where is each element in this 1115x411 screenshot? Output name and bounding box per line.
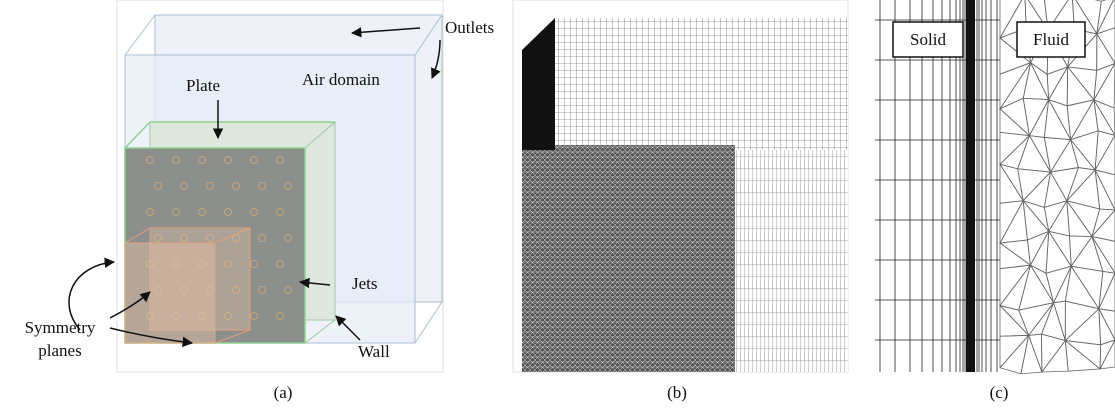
- mesh-top: [555, 18, 848, 158]
- panel-a: Outlets Air domain Plate Jets Wall Symme…: [25, 0, 495, 402]
- label-outlets: Outlets: [445, 18, 494, 37]
- mesh-side: [522, 50, 555, 150]
- panel-c: Solid Fluid (c): [875, 0, 1115, 402]
- label-solid: Solid: [910, 30, 946, 49]
- page: Outlets Air domain Plate Jets Wall Symme…: [0, 0, 1115, 411]
- figure: Outlets Air domain Plate Jets Wall Symme…: [0, 0, 1115, 411]
- mesh-plate: [522, 145, 735, 372]
- mesh-right: [735, 150, 848, 372]
- label-plate: Plate: [186, 76, 220, 95]
- caption: (b): [667, 383, 687, 402]
- caption: (a): [274, 383, 293, 402]
- label-wall: Wall: [358, 342, 390, 361]
- label-symmetry: Symmetry: [25, 318, 96, 337]
- caption: (c): [990, 383, 1009, 402]
- label-jets: Jets: [352, 274, 378, 293]
- panel-b: (b): [513, 0, 848, 402]
- label-air-domain: Air domain: [302, 70, 380, 89]
- label-symmetry: planes: [38, 341, 81, 360]
- interface-band: [966, 0, 975, 372]
- symmetry-box-front: [125, 243, 215, 343]
- label-fluid: Fluid: [1033, 30, 1069, 49]
